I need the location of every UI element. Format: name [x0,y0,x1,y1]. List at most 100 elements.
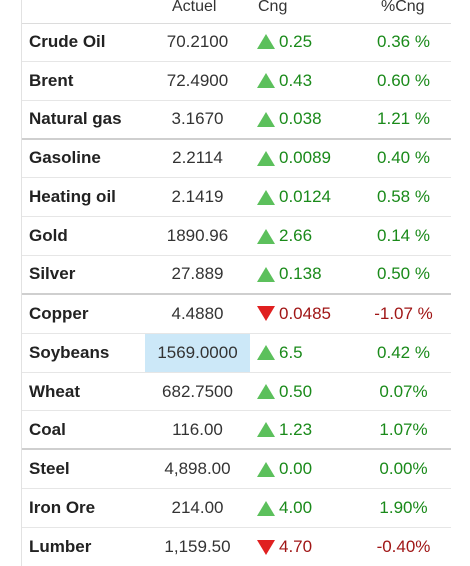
change-value: 0.0485 [279,303,331,323]
commodity-name[interactable]: Iron Ore [29,498,96,518]
up-arrow-icon [257,500,275,516]
commodity-price: 4,898.00 [164,459,231,479]
commodity-change: 0.43 [257,62,367,100]
change-value: 0.0089 [279,148,331,168]
commodity-change: 0.0124 [257,178,367,216]
commodity-name[interactable]: Coal [29,419,66,439]
header-change: Cng [258,0,288,15]
up-arrow-icon [257,384,275,400]
up-arrow-icon [257,228,275,244]
up-arrow-icon [257,345,275,361]
up-arrow-icon [257,422,275,438]
commodities-table: Actuel Cng %Cng Crude Oil 70.2100 0.25 0… [21,0,451,566]
commodity-percent-change: 0.58 % [377,187,430,207]
commodity-percent-change: 0.60 % [377,70,430,90]
commodity-percent-change: 1.21 % [377,109,430,129]
commodity-percent-change: -1.07 % [374,303,433,323]
header-price: Actuel [172,0,217,15]
commodity-price: 3.1670 [171,109,224,129]
commodity-price: 70.2100 [166,31,229,51]
commodity-price: 682.7500 [162,381,233,401]
table-row[interactable]: Silver 27.889 0.138 0.50 % [22,256,451,295]
table-row[interactable]: Steel 4,898.00 0.00 0.00% [22,450,451,490]
change-value: 4.70 [279,537,313,557]
up-arrow-icon [257,461,275,477]
change-value: 0.25 [279,31,313,51]
change-value: 0.43 [279,70,313,90]
up-arrow-icon [257,189,275,205]
change-value: 6.5 [279,342,303,362]
up-arrow-icon [257,150,275,166]
commodity-percent-change: 0.40 % [377,148,430,168]
up-arrow-icon [257,111,275,127]
commodity-change: 1.23 [257,411,367,448]
change-value: 4.00 [279,498,313,518]
commodity-change: 2.66 [257,217,367,255]
commodity-price: 116.00 [172,419,223,439]
table-row[interactable]: Natural gas 3.1670 0.038 1.21 % [22,101,451,140]
commodity-price: 1890.96 [166,226,229,246]
commodity-name[interactable]: Copper [29,303,89,323]
commodity-percent-change: 0.50 % [377,264,430,284]
commodity-name[interactable]: Soybeans [29,342,110,362]
table-row[interactable]: Coal 116.00 1.23 1.07% [22,411,451,451]
commodity-price: 4.4880 [171,303,224,323]
commodity-name[interactable]: Crude Oil [29,31,106,51]
commodity-percent-change: 1.90% [379,498,428,518]
table-row[interactable]: Wheat 682.7500 0.50 0.07% [22,373,451,412]
commodity-price: 2.1419 [171,187,224,207]
commodity-name[interactable]: Gold [29,226,68,246]
commodity-price: 2.2114 [172,148,223,168]
change-value: 0.138 [279,264,322,284]
change-value: 0.038 [279,109,322,129]
commodity-name[interactable]: Heating oil [29,187,116,207]
table-row[interactable]: Brent 72.4900 0.43 0.60 % [22,62,451,101]
commodity-name[interactable]: Gasoline [29,148,101,168]
change-value: 2.66 [279,226,313,246]
table-row[interactable]: Iron Ore 214.00 4.00 1.90% [22,489,451,528]
commodity-change: 0.00 [257,450,367,488]
commodity-percent-change: 0.07% [379,381,428,401]
commodity-percent-change: 0.36 % [377,31,430,51]
down-arrow-icon [257,306,275,322]
header-percent-change: %Cng [381,0,425,15]
table-row[interactable]: Copper 4.4880 0.0485 -1.07 % [22,295,451,334]
commodity-price: 72.4900 [166,70,229,90]
table-row[interactable]: Soybeans 1569.0000 6.5 0.42 % [22,333,451,373]
commodity-change: 6.5 [257,334,367,372]
commodity-name[interactable]: Silver [29,264,76,284]
commodity-percent-change: 0.14 % [377,226,430,246]
commodity-price: 27.889 [171,264,224,284]
down-arrow-icon [257,539,275,555]
commodity-change: 4.70 [257,528,367,566]
commodity-price: 1569.0000 [145,333,250,372]
commodity-change: 0.0089 [257,140,367,178]
change-value: 0.0124 [279,187,331,207]
commodity-change: 0.138 [257,256,367,293]
table-row[interactable]: Gold 1890.96 2.66 0.14 % [22,217,451,257]
commodity-change: 0.50 [257,373,367,411]
commodity-percent-change: 1.07% [379,419,428,439]
commodity-name[interactable]: Natural gas [29,109,122,129]
commodity-percent-change: 0.42 % [377,342,430,362]
commodity-name[interactable]: Lumber [29,537,92,557]
commodity-change: 0.25 [257,23,367,61]
up-arrow-icon [257,34,275,50]
table-row[interactable]: Gasoline 2.2114 0.0089 0.40 % [22,140,451,179]
up-arrow-icon [257,73,275,89]
change-value: 0.50 [279,381,313,401]
commodity-percent-change: -0.40% [376,537,431,557]
table-row[interactable]: Lumber 1,159.50 4.70 -0.40% [22,528,451,566]
table-row[interactable]: Heating oil 2.1419 0.0124 0.58 % [22,178,451,218]
up-arrow-icon [257,266,275,282]
change-value: 0.00 [279,459,313,479]
commodity-price: 214.00 [171,498,224,518]
table-row[interactable]: Crude Oil 70.2100 0.25 0.36 % [22,23,451,62]
change-value: 1.23 [279,419,313,439]
commodity-name[interactable]: Brent [29,70,74,90]
commodity-name[interactable]: Steel [29,459,70,479]
commodity-price: 1,159.50 [164,537,231,557]
commodity-name[interactable]: Wheat [29,381,80,401]
commodity-percent-change: 0.00% [379,459,428,479]
